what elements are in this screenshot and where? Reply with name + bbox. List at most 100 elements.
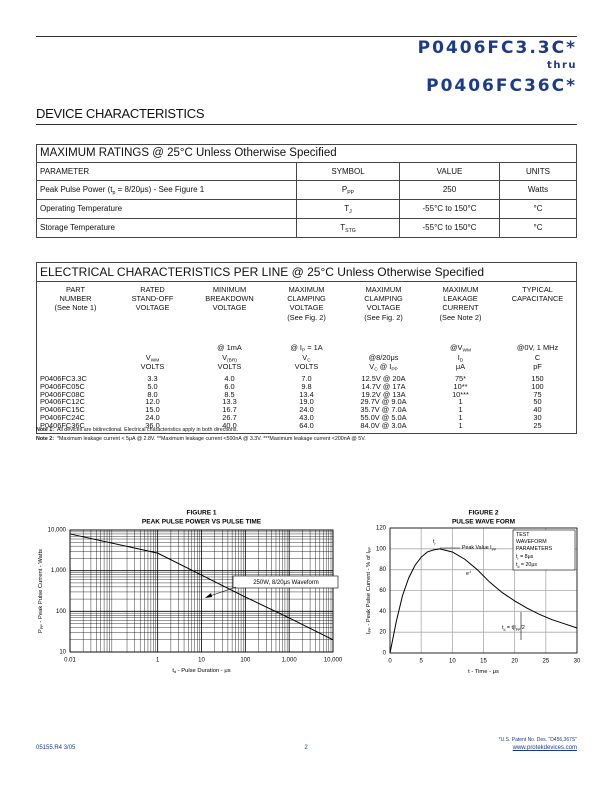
table-cell: P0406FC24C [40, 413, 85, 422]
text: pF [533, 361, 542, 371]
note-label: Note 1: [36, 427, 54, 433]
note: Note 1: All devices are bidirectional. El… [36, 426, 366, 435]
subscript: r [517, 557, 519, 561]
y-axis-label: PPP - Peak Pulse Current - Watts [38, 549, 44, 633]
section-title: DEVICE CHARACTERISTICS [36, 106, 205, 121]
subscript: d [174, 670, 176, 674]
column-header: MAXIMUM CLAMPING VOLTAGE (See Fig. 2) @ IP =… [268, 282, 345, 375]
table-cell: 15.0 [145, 406, 160, 414]
text: -55°C to 150°C [422, 204, 477, 213]
table-cell: 8.0 [147, 390, 158, 399]
text: T [340, 223, 346, 232]
header-line: VOLTAGE [191, 303, 268, 312]
figure-title: FIGURE 1 [187, 510, 217, 517]
table-cell: P0406FC12C [40, 398, 85, 407]
table-cell: 64.0 [299, 421, 314, 430]
table-cell: 55.0V @ 5.0A [360, 413, 407, 422]
header-bottom: @ 1mA V(BR) VOLTS [191, 343, 268, 371]
header-line: @ 1mA [191, 343, 268, 352]
header-line: @VWM [422, 343, 499, 354]
figure-title: FIGURE 2 [469, 510, 499, 517]
x-tick-label: 10,000 [324, 658, 343, 664]
table-cell: Storage Temperature [37, 219, 296, 237]
text: BREAKDOWN [205, 294, 254, 304]
column-header: PART NUMBER (See Note 1) [37, 282, 114, 375]
header-row: PARAMETER SYMBOL VALUE UNITS [37, 163, 576, 180]
y-tick-label: 60 [379, 588, 386, 594]
patent-note: *U.S. Patent No. Des. "D456,367S" [498, 737, 577, 743]
header-line: VWM [114, 353, 191, 364]
part-range-start: P0406FC3.3C* [417, 38, 577, 58]
table-cell: 40 [533, 406, 542, 414]
table-cell: 1 [458, 398, 463, 407]
y-tick-label: 20 [379, 630, 386, 636]
subscript: (BR) [227, 358, 237, 364]
table-cell: 9.8 [301, 382, 312, 391]
table-cell: 19.0 [299, 398, 314, 407]
page-number: 2 [304, 745, 308, 751]
text: = 20μs [519, 562, 537, 568]
text: STAND-OFF [131, 294, 174, 304]
annotation: WAVEFORM [516, 539, 547, 545]
text: VOLTS [294, 361, 319, 371]
x-tick-label: 0 [388, 659, 392, 665]
text: V [302, 352, 308, 362]
website-link[interactable]: www.protekdevices.com [512, 745, 577, 751]
text: Peak Value I [462, 545, 492, 551]
x-tick-label: 10 [449, 659, 456, 665]
y-axis-label: IPP - Peak Pulse Current - % of IPP [366, 546, 372, 634]
text: t [433, 539, 435, 545]
table-cell: -55°C to 150°C [399, 200, 499, 218]
header-line: PART [37, 285, 114, 294]
table-cell: 24.0 [299, 406, 314, 414]
annotation-box [512, 529, 576, 571]
header-line: RATED [114, 285, 191, 294]
text: 250W, 8/20μs Waveform [253, 580, 319, 586]
header-line: VOLTS [114, 362, 191, 371]
subscript: PP [492, 548, 497, 552]
header-line: @8/20μs [345, 353, 422, 362]
table-cell: 14.7V @ 17A [361, 382, 406, 391]
header-top: MAXIMUM CLAMPING VOLTAGE (See Fig. 2) [345, 285, 422, 322]
x-tick-label: 15 [480, 659, 487, 665]
part-range-end: P0406FC36C* [426, 76, 577, 96]
table-row: P0406FC3.3C 3.3 4.0 7.0 12.5V @ 20A 75* 150 [37, 375, 576, 383]
table-cell: 13.3 [222, 398, 237, 407]
table-cell: 24.0 [145, 413, 160, 422]
table-cell: 29.7V @ 9.0A [360, 398, 407, 407]
column-header: SYMBOL [296, 163, 399, 180]
text: VOLTS [217, 361, 242, 371]
header-top: PART NUMBER (See Note 1) [37, 285, 114, 313]
table-cell: 35.7V @ 7.0A [360, 406, 407, 414]
top-rule [36, 36, 577, 37]
text: °C [533, 204, 543, 213]
y-tick-label: 1,000 [51, 568, 67, 574]
table-cell: P0406FC05C [40, 382, 85, 391]
text: Watts [527, 185, 549, 194]
figure-subtitle: PEAK PULSE POWER VS PULSE TIME [142, 519, 262, 526]
x-tick-label: 1 [156, 658, 160, 664]
data-line [69, 533, 334, 641]
x-tick-label: 30 [574, 659, 581, 665]
x-tick-label: 25 [542, 659, 549, 665]
header-line: MAXIMUM [422, 285, 499, 294]
header-bottom: @VWM ID μA [422, 343, 499, 371]
table-cell: PPP [296, 181, 399, 199]
table-cell: 19.2V @ 13A [361, 390, 406, 399]
text: PARAMETERS [516, 546, 553, 552]
header-line: VOLTAGE [268, 303, 345, 312]
text: (See Fig. 2) [287, 312, 326, 322]
header-line: VC @ IPP [345, 362, 422, 373]
table-row: Operating Temperature TJ -55°C to 150°C °C [37, 199, 576, 218]
subscript: C [374, 367, 378, 373]
table-cell: 12.0 [145, 398, 160, 407]
table-cell: 1 [458, 421, 463, 430]
text: = 8/20μs) - See Figure 1 [115, 185, 205, 194]
text: °C [533, 223, 543, 232]
text: Operating Temperature [40, 204, 123, 213]
electrical-table: ELECTRICAL CHARACTERISTICS PER LINE @ 25… [36, 262, 577, 434]
table-row: P0406FC24C 24.0 26.7 43.0 55.0V @ 5.0A 1 30 [37, 414, 576, 422]
text: TEST [516, 532, 530, 538]
x-tick-label: 5 [419, 659, 423, 665]
